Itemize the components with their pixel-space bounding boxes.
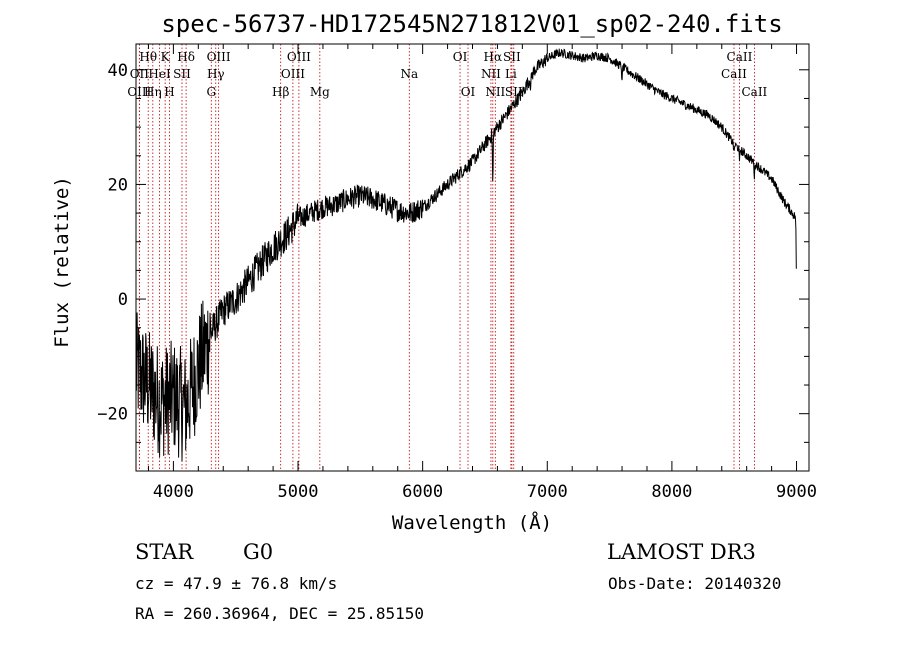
x-axis-label: Wavelength (Å) xyxy=(392,511,552,534)
axis-ticks xyxy=(136,44,809,472)
line-marker-label: CaII xyxy=(741,85,767,99)
line-marker-label: Hθ xyxy=(139,50,157,64)
plot-frame xyxy=(135,43,810,472)
line-marker-label: K xyxy=(161,50,171,64)
y-axis-label: Flux (relative) xyxy=(51,176,73,348)
obs-date: Obs-Date: 20140320 xyxy=(608,574,782,593)
line-marker-label: CaII xyxy=(721,67,747,81)
line-marker-label: OIII xyxy=(281,67,305,81)
coordinates: RA = 260.36964, DEC = 25.85150 xyxy=(135,604,424,623)
x-tick-label: 7000 xyxy=(527,482,568,502)
line-marker-label: Na xyxy=(400,67,418,81)
line-marker-label: NII xyxy=(485,85,505,99)
line-marker-label: OIII xyxy=(127,85,151,99)
line-marker-label: G xyxy=(206,85,216,99)
line-marker-label: SII xyxy=(173,67,191,81)
y-tick-label: 20 xyxy=(108,175,128,195)
x-tick-label: 8000 xyxy=(651,482,692,502)
line-marker-label: Hγ xyxy=(207,67,225,81)
chart-title: spec-56737-HD172545N271812V01_sp02-240.f… xyxy=(161,10,782,38)
x-tick-label: 6000 xyxy=(402,482,443,502)
line-marker-label: CaII xyxy=(727,50,753,64)
object-class: STAR xyxy=(135,540,194,564)
line-marker-label: HeI xyxy=(148,67,171,81)
line-marker-label: SII xyxy=(503,50,521,64)
line-markers xyxy=(138,44,755,471)
line-marker-label: OI xyxy=(453,50,468,64)
y-tick-label: 0 xyxy=(118,290,128,310)
line-marker-label: Hβ xyxy=(272,85,289,99)
y-tick-label: −20 xyxy=(97,405,128,425)
line-marker-label: NII xyxy=(481,67,501,81)
line-marker-label: OII xyxy=(130,67,150,81)
x-tick-label: 4000 xyxy=(153,482,194,502)
x-tick-label: 9000 xyxy=(776,482,817,502)
line-marker-label: Li xyxy=(505,67,517,81)
line-marker-label: Hδ xyxy=(177,50,195,64)
line-marker-label: Hα xyxy=(484,50,503,64)
line-marker-label: OI xyxy=(461,85,476,99)
line-marker-label: OIII xyxy=(287,50,311,64)
line-marker-label: OIII xyxy=(207,50,231,64)
spectrum-line xyxy=(135,48,797,462)
spectral-subclass: G0 xyxy=(243,540,274,564)
redshift-readout: cz = 47.9 ± 76.8 km/s xyxy=(135,574,338,593)
axis-tick-labels: 4000 5000 6000 7000 8000 9000 −20 0 20 40 xyxy=(97,61,817,502)
line-marker-labels: Hθ OII OIII K HeI Hη SII H Hδ OIII Hγ G Hβ OIII OIII Mg… xyxy=(127,50,767,99)
line-marker-label: Hη xyxy=(144,85,162,99)
y-tick-label: 40 xyxy=(108,61,128,81)
line-marker-label: Mg xyxy=(310,85,330,99)
line-marker-label: H xyxy=(164,85,174,99)
x-tick-label: 5000 xyxy=(278,482,319,502)
survey-name: LAMOST DR3 xyxy=(607,540,756,564)
